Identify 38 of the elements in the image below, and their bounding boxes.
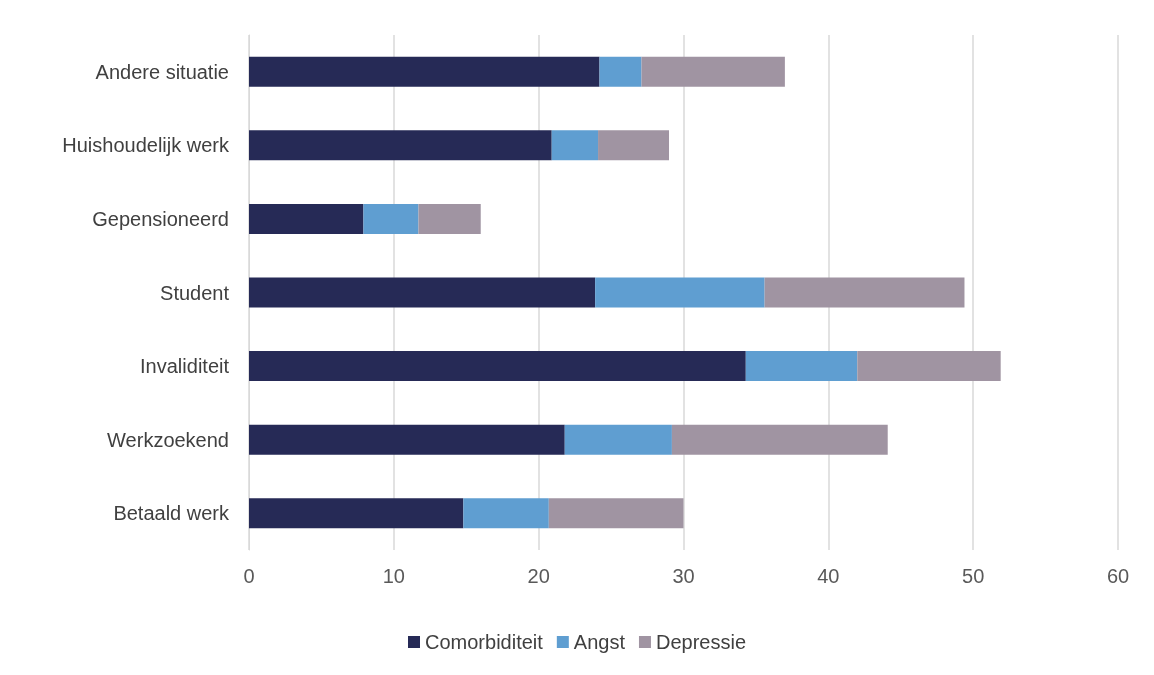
bar	[249, 424, 565, 455]
legend-label: Comorbiditeit	[425, 631, 544, 653]
bar	[363, 203, 419, 234]
bar	[745, 351, 858, 382]
x-tick-label: 30	[672, 565, 695, 587]
y-tick-label: Invaliditeit	[140, 355, 230, 378]
bar	[249, 203, 364, 234]
bar	[641, 56, 785, 87]
bar	[598, 130, 670, 161]
x-tick-label: 50	[962, 565, 985, 587]
y-tick-label: Gepensioneerd	[92, 207, 229, 230]
bar	[599, 56, 642, 87]
bar	[857, 351, 1001, 382]
legend-label: Depressie	[655, 631, 747, 653]
bar	[564, 424, 672, 455]
bar	[418, 203, 481, 234]
y-tick-label: Huishoudelijk werk	[62, 134, 230, 157]
x-tick-label: 10	[382, 565, 405, 587]
x-tick-label: 20	[527, 565, 550, 587]
x-tick-label: 0	[243, 565, 255, 587]
bar	[551, 130, 599, 161]
x-tick-label: 60	[1106, 565, 1130, 587]
y-tick-label: Student	[160, 281, 230, 304]
bar	[249, 130, 552, 161]
bar	[463, 498, 549, 529]
y-tick-label: Betaald werk	[113, 502, 230, 525]
bar	[671, 424, 888, 455]
bar	[249, 498, 464, 529]
bar	[249, 56, 600, 87]
y-tick-label: Andere situatie	[95, 60, 229, 83]
bar	[764, 277, 965, 308]
bar	[548, 498, 684, 529]
x-tick-label: 40	[817, 565, 840, 587]
bar	[249, 277, 596, 308]
legend-label: Angst	[573, 631, 626, 653]
bar	[595, 277, 765, 308]
bar	[249, 351, 746, 382]
y-tick-label: Werkzoekend	[107, 428, 229, 451]
